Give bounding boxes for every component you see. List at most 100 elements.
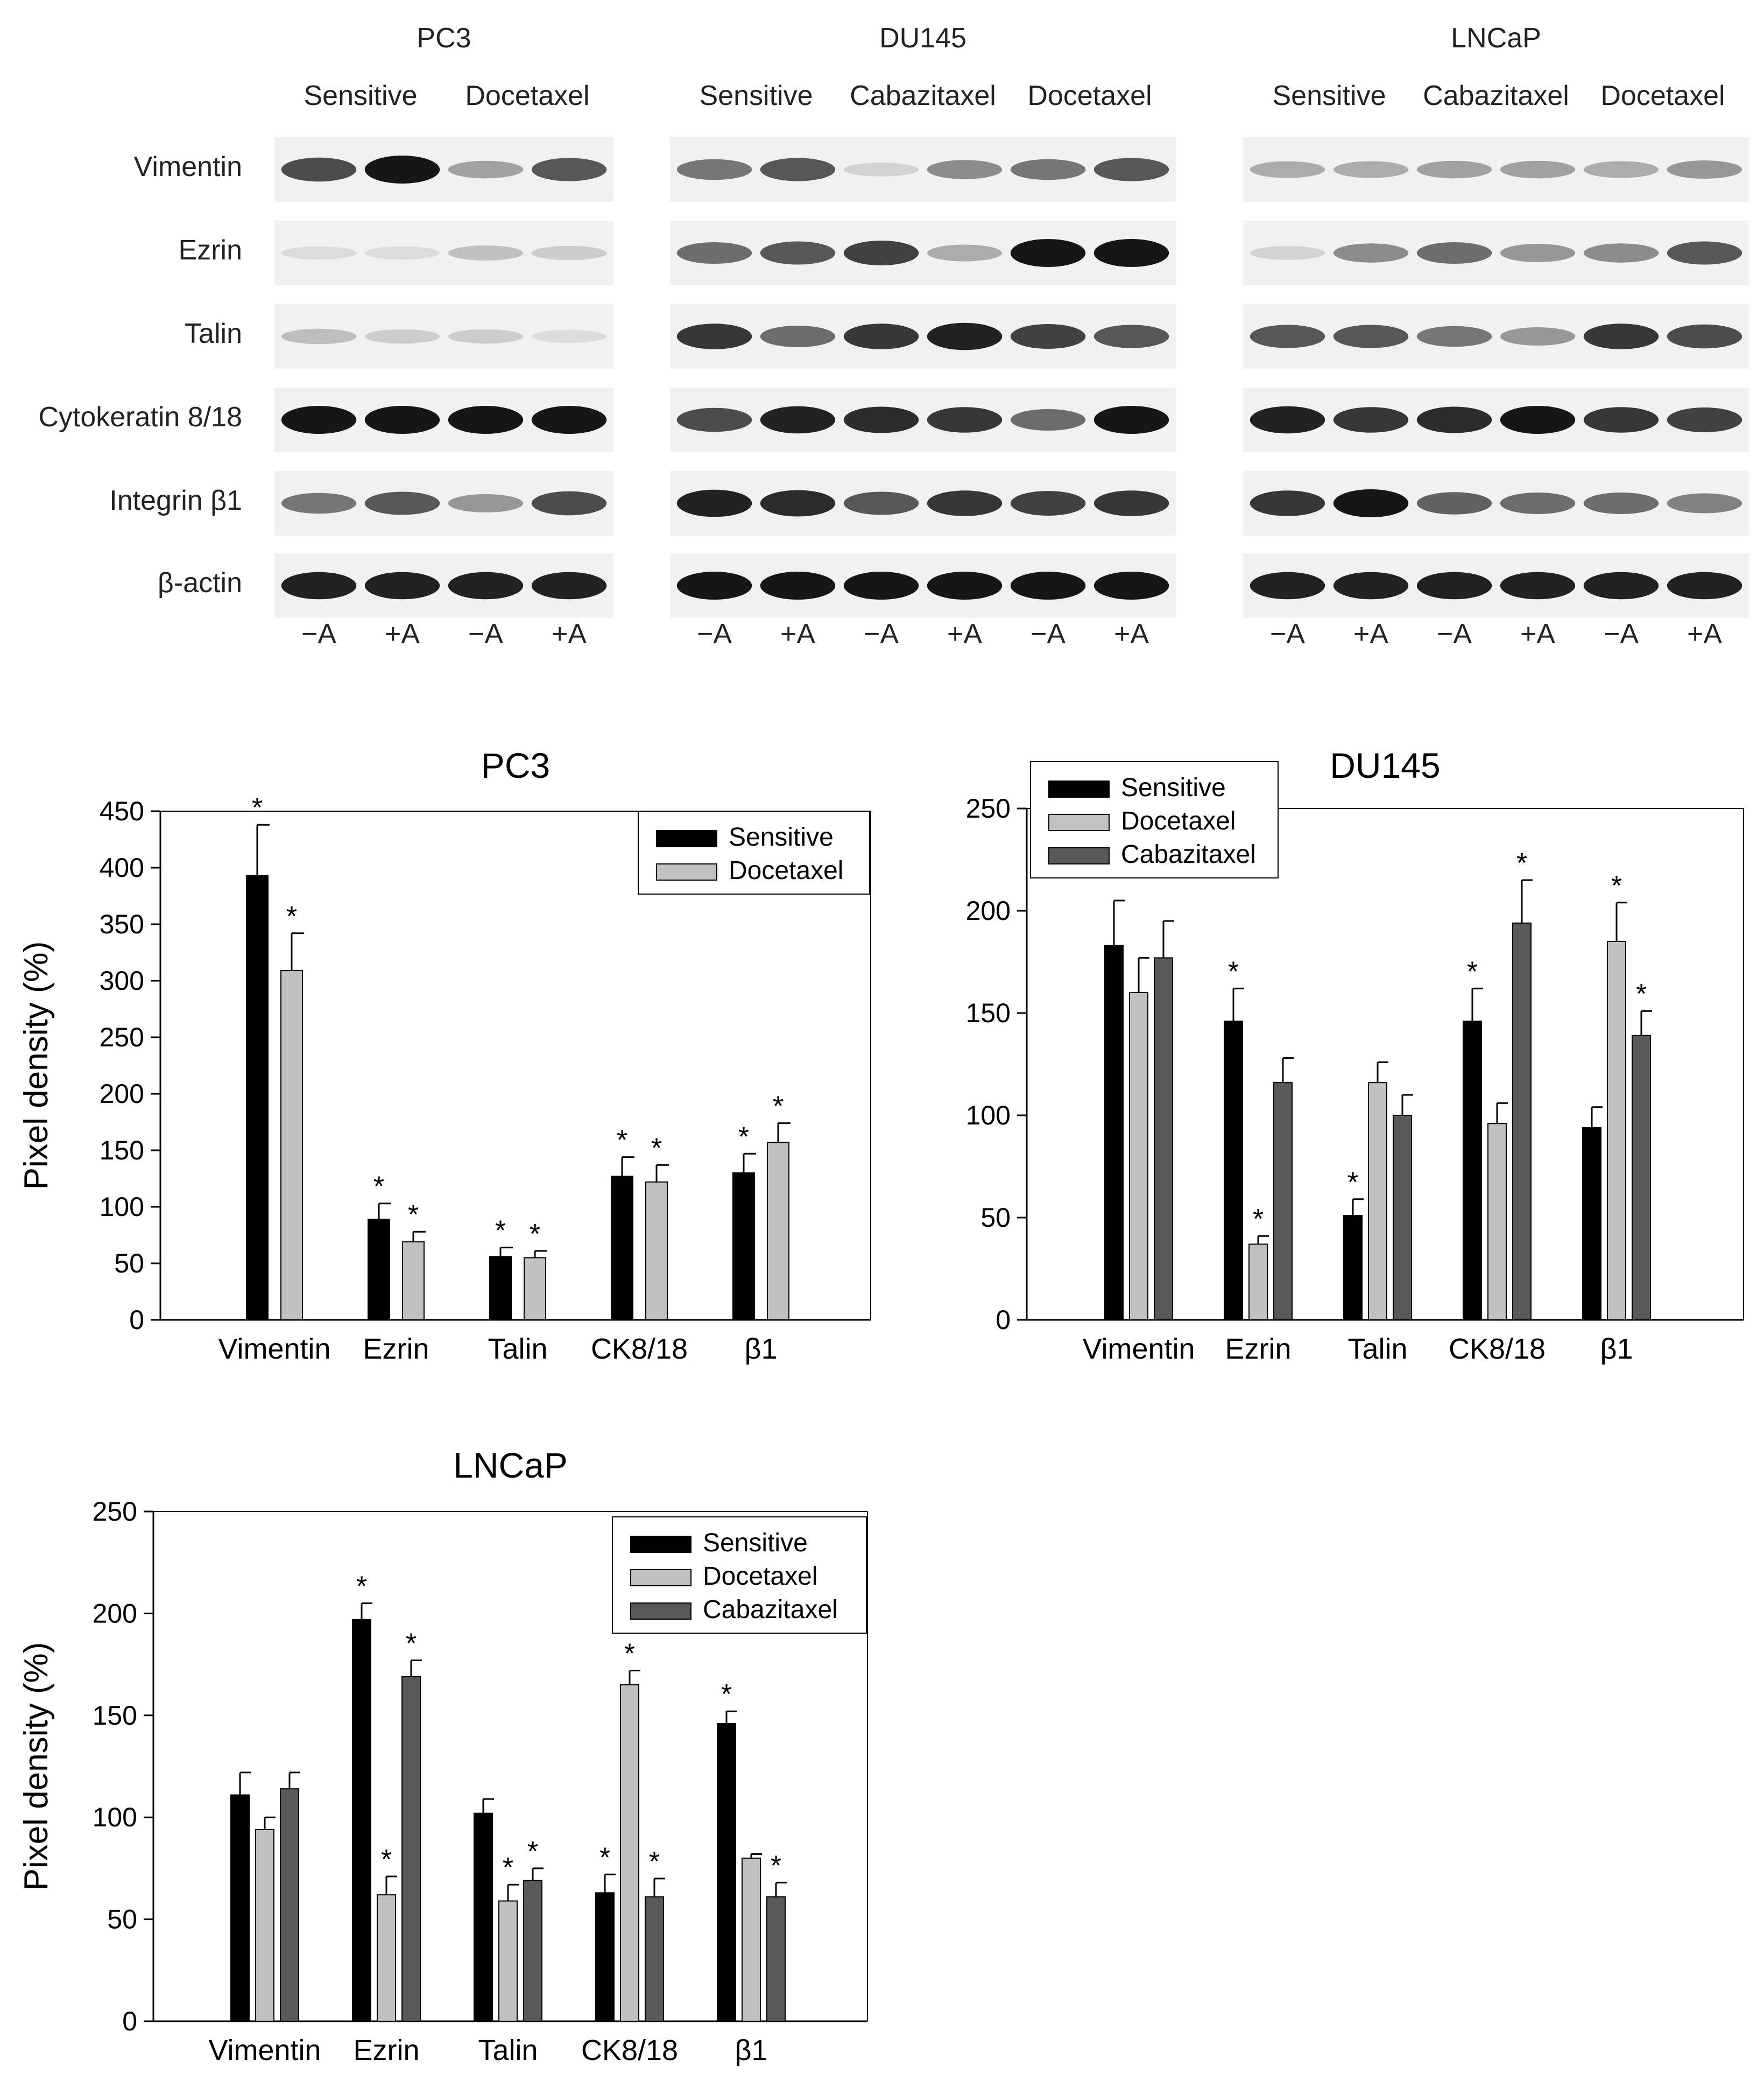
bar [767,1142,789,1320]
blot-group-label: Cabazitaxel [850,80,996,111]
significance-marker: * [721,1679,732,1710]
blot-membrane [670,137,1176,202]
blot-lane-label: +A [1687,618,1722,650]
blot-band [281,157,357,182]
y-tick-label: 250 [100,1022,144,1052]
y-tick-label: 100 [100,1192,144,1222]
blot-membrane [670,304,1176,369]
blot-band [760,490,836,517]
significance-marker: * [373,1171,384,1203]
y-tick-label: 0 [996,1305,1011,1335]
du145-bar-chart: 0 50 100 150 200 250 DU145 Vimentin * * Ezrin * Tali… [966,746,1744,1365]
blot-band [1583,324,1659,349]
blot-band [760,406,836,434]
blot-band [1093,158,1169,181]
x-tick-label: β1 [744,1333,777,1365]
blot-band [531,158,607,181]
legend-label: Sensitive [729,823,834,852]
blot-band [1500,493,1576,514]
significance-marker: * [649,1846,660,1878]
blot-band [448,572,524,600]
legend-label: Docetaxel [703,1562,817,1591]
legend-swatch [630,1569,692,1586]
bar [1393,1115,1412,1320]
blot-band [843,324,919,349]
y-tick-label: 300 [100,966,144,996]
blot-band [281,572,357,600]
blot-row-label: Integrin β1 [109,485,242,516]
blot-band [281,246,357,260]
significance-marker: * [286,901,297,932]
blot-lane-label: +A [552,618,587,650]
bar [595,1892,615,2022]
blot-lane-label: −A [1437,618,1472,650]
bar [1129,992,1148,1320]
blot-band [1333,161,1409,178]
bar [1273,1082,1293,1320]
x-tick-label: Talin [488,1333,547,1365]
blot-band [1010,572,1086,600]
significance-marker: * [1253,1204,1264,1235]
blot-lane-label: +A [947,618,982,650]
y-tick-label: 0 [122,2006,137,2036]
legend-label: Docetaxel [1121,807,1236,835]
blot-band [531,491,607,516]
significance-marker: * [1636,979,1647,1010]
blot-band [927,572,1003,600]
blot-band [1667,160,1742,179]
bar [1154,957,1173,1320]
blot-band [843,163,919,177]
x-tick-label: CK8/18 [591,1333,688,1365]
significance-marker: * [530,1219,540,1250]
x-tick-label: Talin [478,2034,538,2066]
blot-membrane [1243,137,1749,202]
significance-marker: * [773,1091,784,1122]
bar [255,1829,274,2022]
significance-marker: * [1611,870,1622,902]
x-tick-label: Ezrin [363,1333,429,1365]
blot-row-label: β-actin [158,567,242,599]
y-tick-label: 100 [93,1802,137,1832]
bar [1512,922,1532,1320]
bar [280,1788,299,2022]
y-tick-label: 100 [966,1100,1011,1130]
y-tick-label: 50 [980,1203,1011,1233]
blot-cell-line-title: LNCaP [1451,23,1541,54]
blot-cell-line-title: PC3 [417,23,471,54]
blot-band [1333,325,1409,348]
blot-band [364,329,440,344]
blot-band [448,406,524,434]
blot-band [1500,327,1576,346]
significance-marker: * [381,1844,392,1875]
blot-group-label: Sensitive [1273,80,1386,111]
y-tick-label: 350 [100,909,144,939]
blot-lane-label: −A [1604,618,1639,650]
blot-band [1583,407,1659,433]
blot-band [927,407,1003,433]
blot-band [1250,161,1325,178]
blot-band [1500,160,1576,179]
y-tick-label: 200 [93,1598,137,1628]
blot-band [676,324,752,349]
significance-marker: * [738,1121,749,1152]
blot-membrane [670,471,1176,536]
blot-group-label: Docetaxel [465,80,589,111]
significance-marker: * [503,1852,513,1883]
legend-label: Sensitive [1121,774,1226,802]
significance-marker: * [527,1836,538,1867]
y-tick-label: 250 [93,1496,137,1527]
bar [742,1857,761,2022]
blot-band [1010,239,1086,267]
bar [1224,1021,1243,1320]
blot-lane-label: +A [385,618,420,650]
blot-band [1583,243,1659,263]
y-tick-label: 150 [100,1135,144,1165]
bar [498,1900,518,2022]
x-tick-label: Vimentin [218,1333,330,1365]
chart-title: DU145 [1330,746,1440,785]
significance-marker: * [599,1842,610,1873]
bar [611,1176,633,1320]
blot-band [1333,572,1409,600]
blot-membrane [670,221,1176,285]
blot-band [281,328,357,345]
